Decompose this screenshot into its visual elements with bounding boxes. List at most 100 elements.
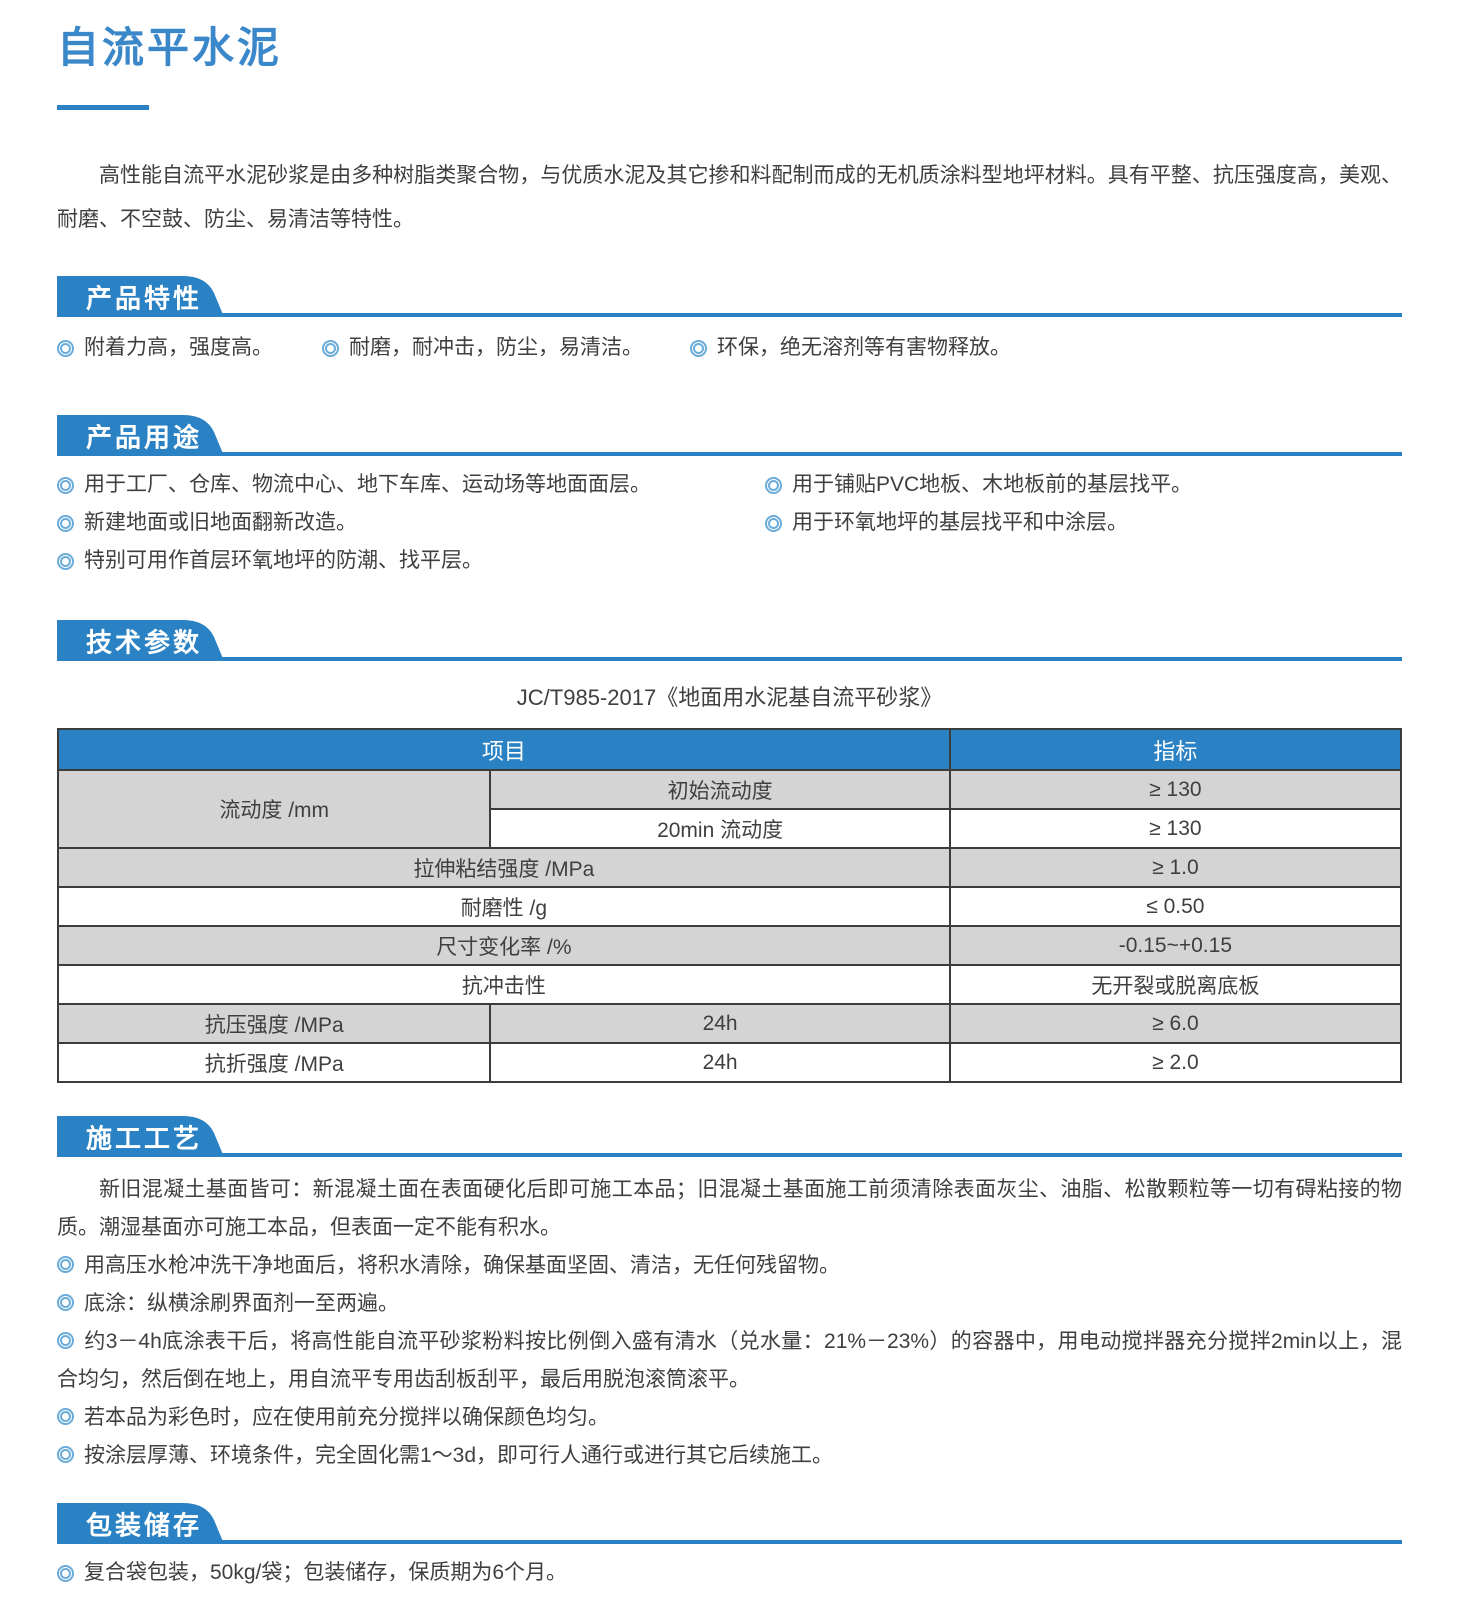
section-tab-shape <box>57 1116 224 1157</box>
specs-standard-caption: JC/T985-2017《地面用水泥基自流平砂浆》 <box>516 685 943 710</box>
section-tab: 施工工艺 <box>57 1116 243 1157</box>
packaging-list: 复合袋包装，50kg/袋；包装储存，保质期为6个月。 <box>57 1554 1402 1592</box>
list-item: 约3－4h底涂表干后，将高性能自流平砂浆粉料按比例倒入盛有清水（兑水量：21%－… <box>57 1323 1402 1399</box>
table-header-index: 指标 <box>948 728 1403 771</box>
list-item: 用于工厂、仓库、物流中心、地下车库、运动场等地面面层。 <box>57 466 765 504</box>
table-header-project: 项目 <box>57 728 951 771</box>
process-list: 用高压水枪冲洗干净地面后，将积水清除，确保基面坚固、清洁，无任何残留物。 底涂：… <box>57 1247 1402 1475</box>
bullseye-bullet-icon <box>57 476 74 494</box>
bullseye-bullet-icon <box>57 514 74 532</box>
list-item-text: 附着力高，强度高。 <box>84 336 273 359</box>
bullseye-bullet-icon <box>57 1446 74 1463</box>
specs-table: 项目 指标 流动度 /mm 初始流动度 ≥ 130 20min 流动度 ≥ 13… <box>56 728 1403 1083</box>
title-underline <box>57 105 149 110</box>
list-item: 特别可用作首层环氧地坪的防潮、找平层。 <box>57 542 765 580</box>
uses-list: 用于工厂、仓库、物流中心、地下车库、运动场等地面面层。 新建地面或旧地面翻新改造… <box>57 466 1402 580</box>
cell-flexural-time: 24h <box>489 1042 951 1083</box>
bullseye-bullet-icon <box>57 1294 74 1311</box>
table-row: 耐磨性 /g ≤ 0.50 <box>57 886 1403 927</box>
document-page: 自流平水泥 高性能自流平水泥砂浆是由多种树脂类聚合物，与优质水泥及其它掺和料配制… <box>0 14 1459 1592</box>
section-title: 产品特性 <box>86 283 203 313</box>
list-item: 用于铺贴PVC地板、木地板前的基层找平。 <box>765 466 1402 504</box>
bullseye-bullet-icon <box>765 476 782 494</box>
bullseye-bullet-icon <box>57 1332 74 1349</box>
section-tab-shape <box>57 620 224 661</box>
process-intro-paragraph: 新旧混凝土基面皆可：新混凝土面在表面硬化后即可施工本品；旧混凝土基面施工前须清除… <box>57 1178 1402 1239</box>
list-item: 底涂：纵横涂刷界面剂一至两遍。 <box>57 1285 1402 1323</box>
section-tab-shape <box>57 415 224 456</box>
section-tab: 包装储存 <box>57 1503 243 1544</box>
section-rule <box>57 1153 1402 1157</box>
cell-flow-initial: 初始流动度 <box>489 769 951 810</box>
uses-right-column: 用于铺贴PVC地板、木地板前的基层找平。 用于环氧地坪的基层找平和中涂层。 <box>765 466 1402 580</box>
uses-left-column: 用于工厂、仓库、物流中心、地下车库、运动场等地面面层。 新建地面或旧地面翻新改造… <box>57 466 765 580</box>
cell-dimension-value: -0.15~+0.15 <box>948 925 1403 966</box>
section-tab-shape <box>57 1503 224 1544</box>
bullseye-bullet-icon <box>57 1256 74 1273</box>
table-row: 20min 流动度 ≥ 130 <box>58 808 1403 849</box>
list-item: 若本品为彩色时，应在使用前充分搅拌以确保颜色均匀。 <box>57 1399 1402 1437</box>
section-title: 包装储存 <box>86 1510 203 1540</box>
cell-impact-label: 抗冲击性 <box>57 964 951 1005</box>
bullseye-bullet-icon <box>690 339 707 357</box>
list-item-text: 按涂层厚薄、环境条件，完全固化需1～3d，即可行人通行或进行其它后续施工。 <box>84 1444 834 1467</box>
table-row: 抗压强度 /MPa 24h ≥ 6.0 <box>56 1003 1403 1044</box>
section-header-features: 产品特性 <box>57 276 1402 317</box>
list-item-text: 若本品为彩色时，应在使用前充分搅拌以确保颜色均匀。 <box>84 1406 609 1429</box>
section-rule <box>57 313 1402 317</box>
section-rule <box>57 657 1402 661</box>
list-item-text: 用于环氧地坪的基层找平和中涂层。 <box>792 511 1128 534</box>
section-header-packaging: 包装储存 <box>57 1503 1402 1544</box>
cell-impact-value: 无开裂或脱离底板 <box>948 964 1403 1005</box>
cell-tensile-label: 拉伸粘结强度 /MPa <box>57 847 951 888</box>
list-item-text: 环保，绝无溶剂等有害物释放。 <box>717 336 1011 359</box>
list-item: 复合袋包装，50kg/袋；包装储存，保质期为6个月。 <box>57 1554 1402 1592</box>
cell-compressive-value: ≥ 6.0 <box>948 1003 1403 1044</box>
bullseye-bullet-icon <box>765 514 782 532</box>
bullseye-bullet-icon <box>57 1408 74 1425</box>
cell-compressive-time: 24h <box>489 1003 951 1044</box>
section-header-process: 施工工艺 <box>57 1116 1402 1157</box>
list-item: 按涂层厚薄、环境条件，完全固化需1～3d，即可行人通行或进行其它后续施工。 <box>57 1437 1402 1475</box>
list-item-text: 耐磨，耐冲击，防尘，易清洁。 <box>349 336 643 359</box>
section-title: 产品用途 <box>86 422 203 452</box>
section-tab: 产品特性 <box>57 276 243 317</box>
section-header-uses: 产品用途 <box>57 415 1402 456</box>
section-tab: 产品用途 <box>57 415 243 456</box>
cell-flow-20min-value: ≥ 130 <box>948 808 1403 849</box>
list-item: 环保，绝无溶剂等有害物释放。 <box>690 329 1011 367</box>
list-item-text: 用高压水枪冲洗干净地面后，将积水清除，确保基面坚固、清洁，无任何残留物。 <box>84 1254 840 1277</box>
list-item: 附着力高，强度高。 <box>57 329 322 367</box>
table-row: 抗冲击性 无开裂或脱离底板 <box>57 964 1403 1005</box>
list-item: 用高压水枪冲洗干净地面后，将积水清除，确保基面坚固、清洁，无任何残留物。 <box>57 1247 1402 1285</box>
list-item: 用于环氧地坪的基层找平和中涂层。 <box>765 504 1402 542</box>
cell-dimension-label: 尺寸变化率 /% <box>57 925 951 966</box>
bullseye-bullet-icon <box>57 1564 74 1582</box>
list-item-text: 复合袋包装，50kg/袋；包装储存，保质期为6个月。 <box>84 1561 568 1584</box>
cell-flexural-label: 抗折强度 /MPa <box>56 1042 492 1083</box>
list-item-text: 约3－4h底涂表干后，将高性能自流平砂浆粉料按比例倒入盛有清水（兑水量：21%－… <box>57 1330 1402 1391</box>
section-title: 施工工艺 <box>86 1123 203 1153</box>
cell-flow-label: 流动度 /mm <box>56 769 492 849</box>
bullseye-bullet-icon <box>57 552 74 570</box>
bullseye-bullet-icon <box>322 339 339 357</box>
table-row: 拉伸粘结强度 /MPa ≥ 1.0 <box>57 847 1403 888</box>
cell-abrasion-value: ≤ 0.50 <box>948 886 1403 927</box>
list-item-text: 用于铺贴PVC地板、木地板前的基层找平。 <box>792 473 1193 496</box>
list-item: 新建地面或旧地面翻新改造。 <box>57 504 765 542</box>
cell-compressive-label: 抗压强度 /MPa <box>56 1003 492 1044</box>
table-row: 流动度 /mm 初始流动度 ≥ 130 <box>56 769 1403 849</box>
cell-flexural-value: ≥ 2.0 <box>948 1042 1403 1083</box>
list-item-text: 用于工厂、仓库、物流中心、地下车库、运动场等地面面层。 <box>84 473 651 496</box>
table-row: 抗折强度 /MPa 24h ≥ 2.0 <box>56 1042 1403 1083</box>
cell-flow-initial-value: ≥ 130 <box>948 769 1403 810</box>
bullseye-bullet-icon <box>57 339 74 357</box>
cell-tensile-value: ≥ 1.0 <box>948 847 1403 888</box>
list-item-text: 新建地面或旧地面翻新改造。 <box>84 511 357 534</box>
cell-abrasion-label: 耐磨性 /g <box>57 886 951 927</box>
section-rule <box>57 1540 1402 1544</box>
list-item-text: 底涂：纵横涂刷界面剂一至两遍。 <box>84 1292 399 1315</box>
features-list: 附着力高，强度高。 耐磨，耐冲击，防尘，易清洁。 环保，绝无溶剂等有害物释放。 <box>57 329 1402 367</box>
table-row: 尺寸变化率 /% -0.15~+0.15 <box>57 925 1403 966</box>
list-item: 耐磨，耐冲击，防尘，易清洁。 <box>322 329 690 367</box>
